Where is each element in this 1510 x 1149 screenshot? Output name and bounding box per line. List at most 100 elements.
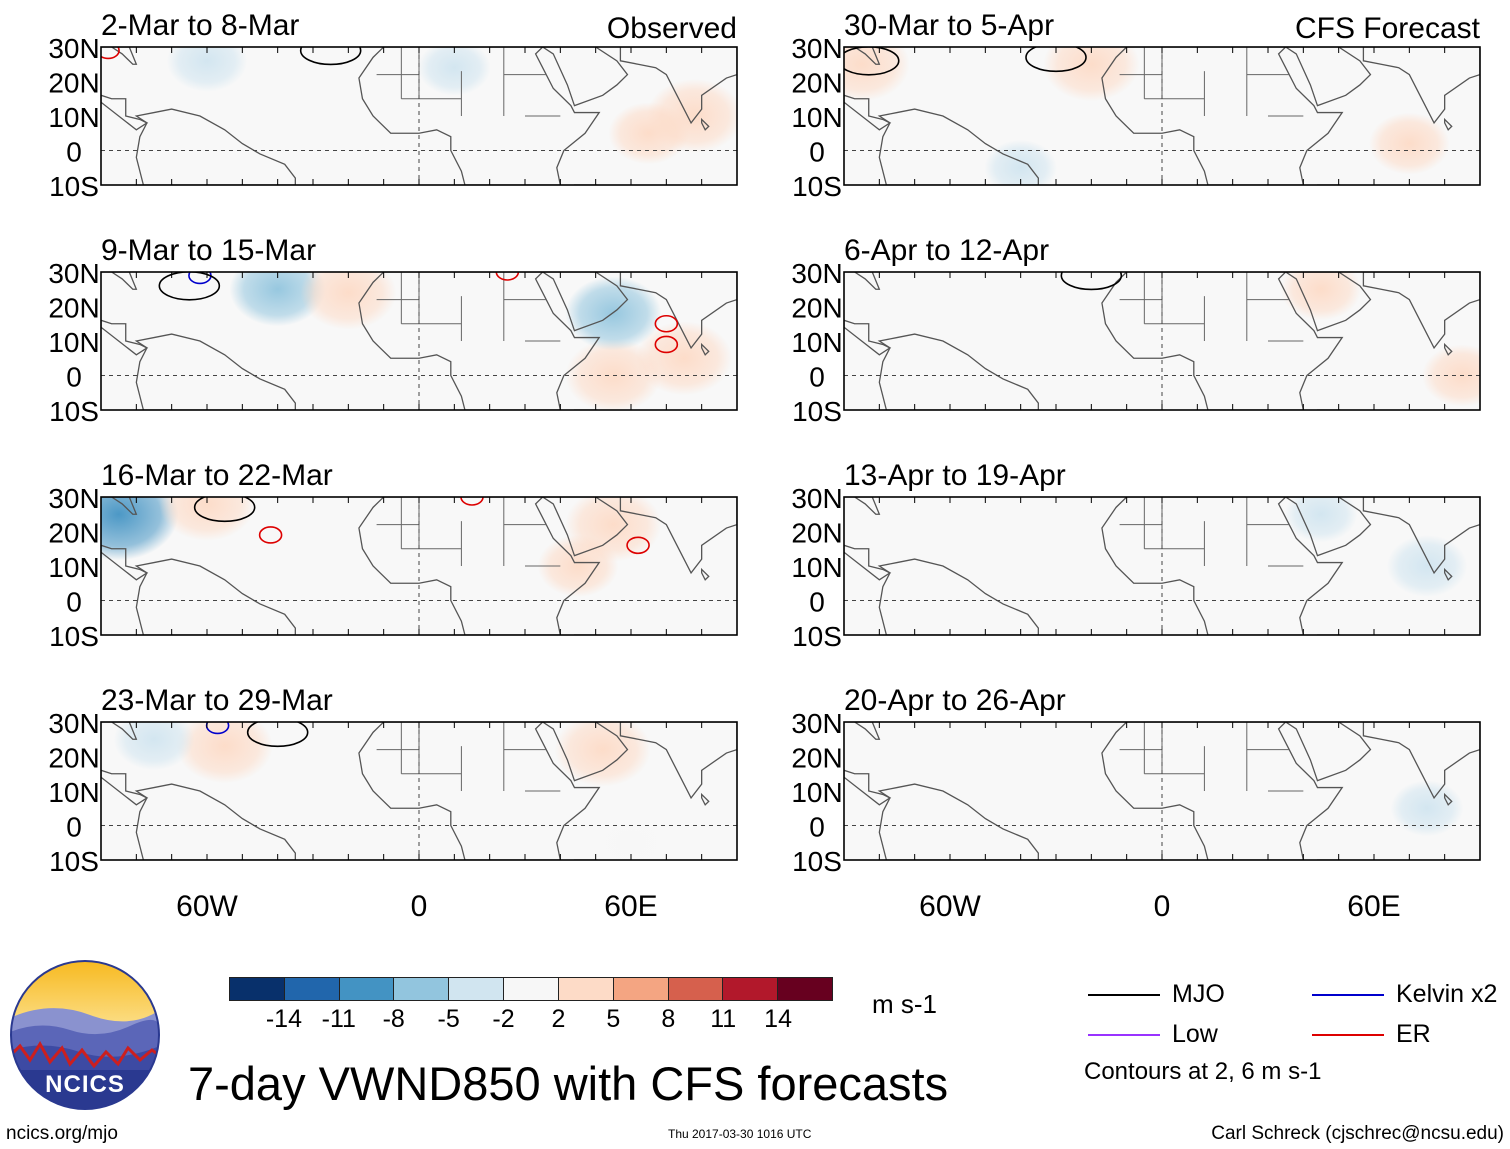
coastline	[134, 108, 296, 185]
y-tick-label: 30N	[48, 258, 99, 289]
y-tick-label: 10N	[48, 552, 99, 583]
coastline	[844, 544, 892, 581]
y-tick-label: 10S	[792, 846, 842, 877]
colorbar-tick-label: 2	[551, 1005, 566, 1033]
y-tick-label: 20N	[48, 518, 99, 549]
contour-mjo	[299, 47, 362, 66]
colorbar-tick-label: 8	[661, 1005, 676, 1033]
anomaly-patch	[166, 47, 248, 92]
anomaly-patch	[635, 321, 733, 396]
legend-swatch	[1088, 994, 1160, 996]
coastline	[1362, 497, 1480, 575]
anomaly-patch	[1284, 497, 1358, 543]
y-tick-label: 0	[66, 812, 82, 843]
colorbar-cell	[339, 978, 395, 1000]
coastline	[1101, 47, 1344, 185]
colorbar-tick-label: 5	[606, 1005, 621, 1033]
y-tick-label: 0	[809, 362, 825, 393]
y-tick-label: 30N	[48, 33, 99, 64]
coastline	[701, 567, 710, 581]
coastline	[358, 47, 601, 185]
coastline	[844, 272, 881, 290]
y-tick-label: 0	[809, 137, 825, 168]
y-tick-label: 20N	[791, 743, 842, 774]
legend-swatch	[1088, 1034, 1160, 1036]
coastline	[101, 497, 138, 515]
coastline	[1444, 342, 1453, 356]
colorbar-cell	[723, 978, 779, 1000]
colorbar-tick-label: -8	[382, 1005, 405, 1033]
y-tick-label: 0	[66, 137, 82, 168]
coastline	[1362, 272, 1480, 350]
legend-label: Low	[1172, 1020, 1218, 1048]
x-tick-label: 0	[1154, 890, 1171, 923]
y-tick-label: 10S	[49, 396, 99, 427]
contour-mjo	[1025, 47, 1087, 73]
coastline	[619, 272, 737, 350]
y-tick-label: 20N	[791, 68, 842, 99]
coastline	[101, 722, 138, 740]
anomaly-patch	[594, 814, 668, 860]
coastline	[701, 117, 710, 131]
y-tick-label: 10S	[49, 846, 99, 877]
y-tick-label: 10N	[791, 327, 842, 358]
y-tick-label: 0	[66, 587, 82, 618]
y-tick-label: 30N	[791, 33, 842, 64]
author-credit: Carl Schreck (cjschrec@ncsu.edu)	[1211, 1123, 1504, 1144]
legend-label: Kelvin x2	[1396, 980, 1498, 1008]
anomaly-patch	[1369, 112, 1450, 175]
panel-period-label: 23-Mar to 29-Mar	[101, 684, 333, 717]
x-tick-label: 60W	[176, 890, 238, 923]
colorbar-cell	[230, 978, 285, 1000]
anomaly-patch	[1422, 344, 1480, 407]
colorbar-tick-label: -14	[265, 1005, 302, 1033]
coastline	[1316, 859, 1341, 860]
anomaly-patch	[101, 497, 179, 561]
ncics-logo: NCICS	[10, 960, 160, 1110]
coastline	[844, 319, 892, 356]
coastline	[1444, 567, 1453, 581]
contour-mjo	[193, 497, 256, 523]
coastline	[101, 47, 138, 65]
anomaly-patch	[1386, 535, 1468, 597]
y-tick-label: 30N	[48, 483, 99, 514]
y-tick-label: 10N	[48, 102, 99, 133]
anomaly-patch	[537, 535, 619, 597]
y-tick-label: 0	[809, 812, 825, 843]
y-tick-label: 10S	[792, 171, 842, 202]
coastline	[1284, 272, 1372, 332]
y-tick-label: 20N	[48, 743, 99, 774]
site-link[interactable]: ncics.org/mjo	[6, 1123, 118, 1144]
coastline	[701, 342, 710, 356]
coastline	[101, 272, 138, 290]
colorbar-tick-label: -11	[321, 1005, 356, 1033]
anomaly-patch	[113, 722, 195, 771]
contour-mjo	[1060, 272, 1123, 291]
coastline	[573, 409, 598, 410]
colorbar-tick-label: -5	[437, 1005, 460, 1033]
contour-note: Contours at 2, 6 m s-1	[1084, 1058, 1322, 1085]
coastline	[541, 497, 629, 557]
coastline	[844, 769, 892, 806]
coastline	[1101, 497, 1344, 635]
coastline	[101, 769, 149, 806]
coastline	[1316, 409, 1341, 410]
panel-period-label: 30-Mar to 5-Apr	[844, 9, 1054, 42]
legend-label: MJO	[1172, 980, 1225, 1008]
contour-er	[258, 526, 283, 544]
legend-swatch	[1312, 994, 1384, 996]
y-tick-label: 20N	[791, 518, 842, 549]
contour-er	[654, 314, 679, 333]
contour-mjo	[246, 722, 309, 748]
coastline	[358, 272, 601, 410]
coastline	[877, 558, 1039, 635]
coastline	[1316, 184, 1341, 185]
colorbar-units: m s-1	[872, 989, 937, 1019]
anomaly-patch	[1280, 272, 1362, 321]
coastline	[701, 792, 710, 806]
